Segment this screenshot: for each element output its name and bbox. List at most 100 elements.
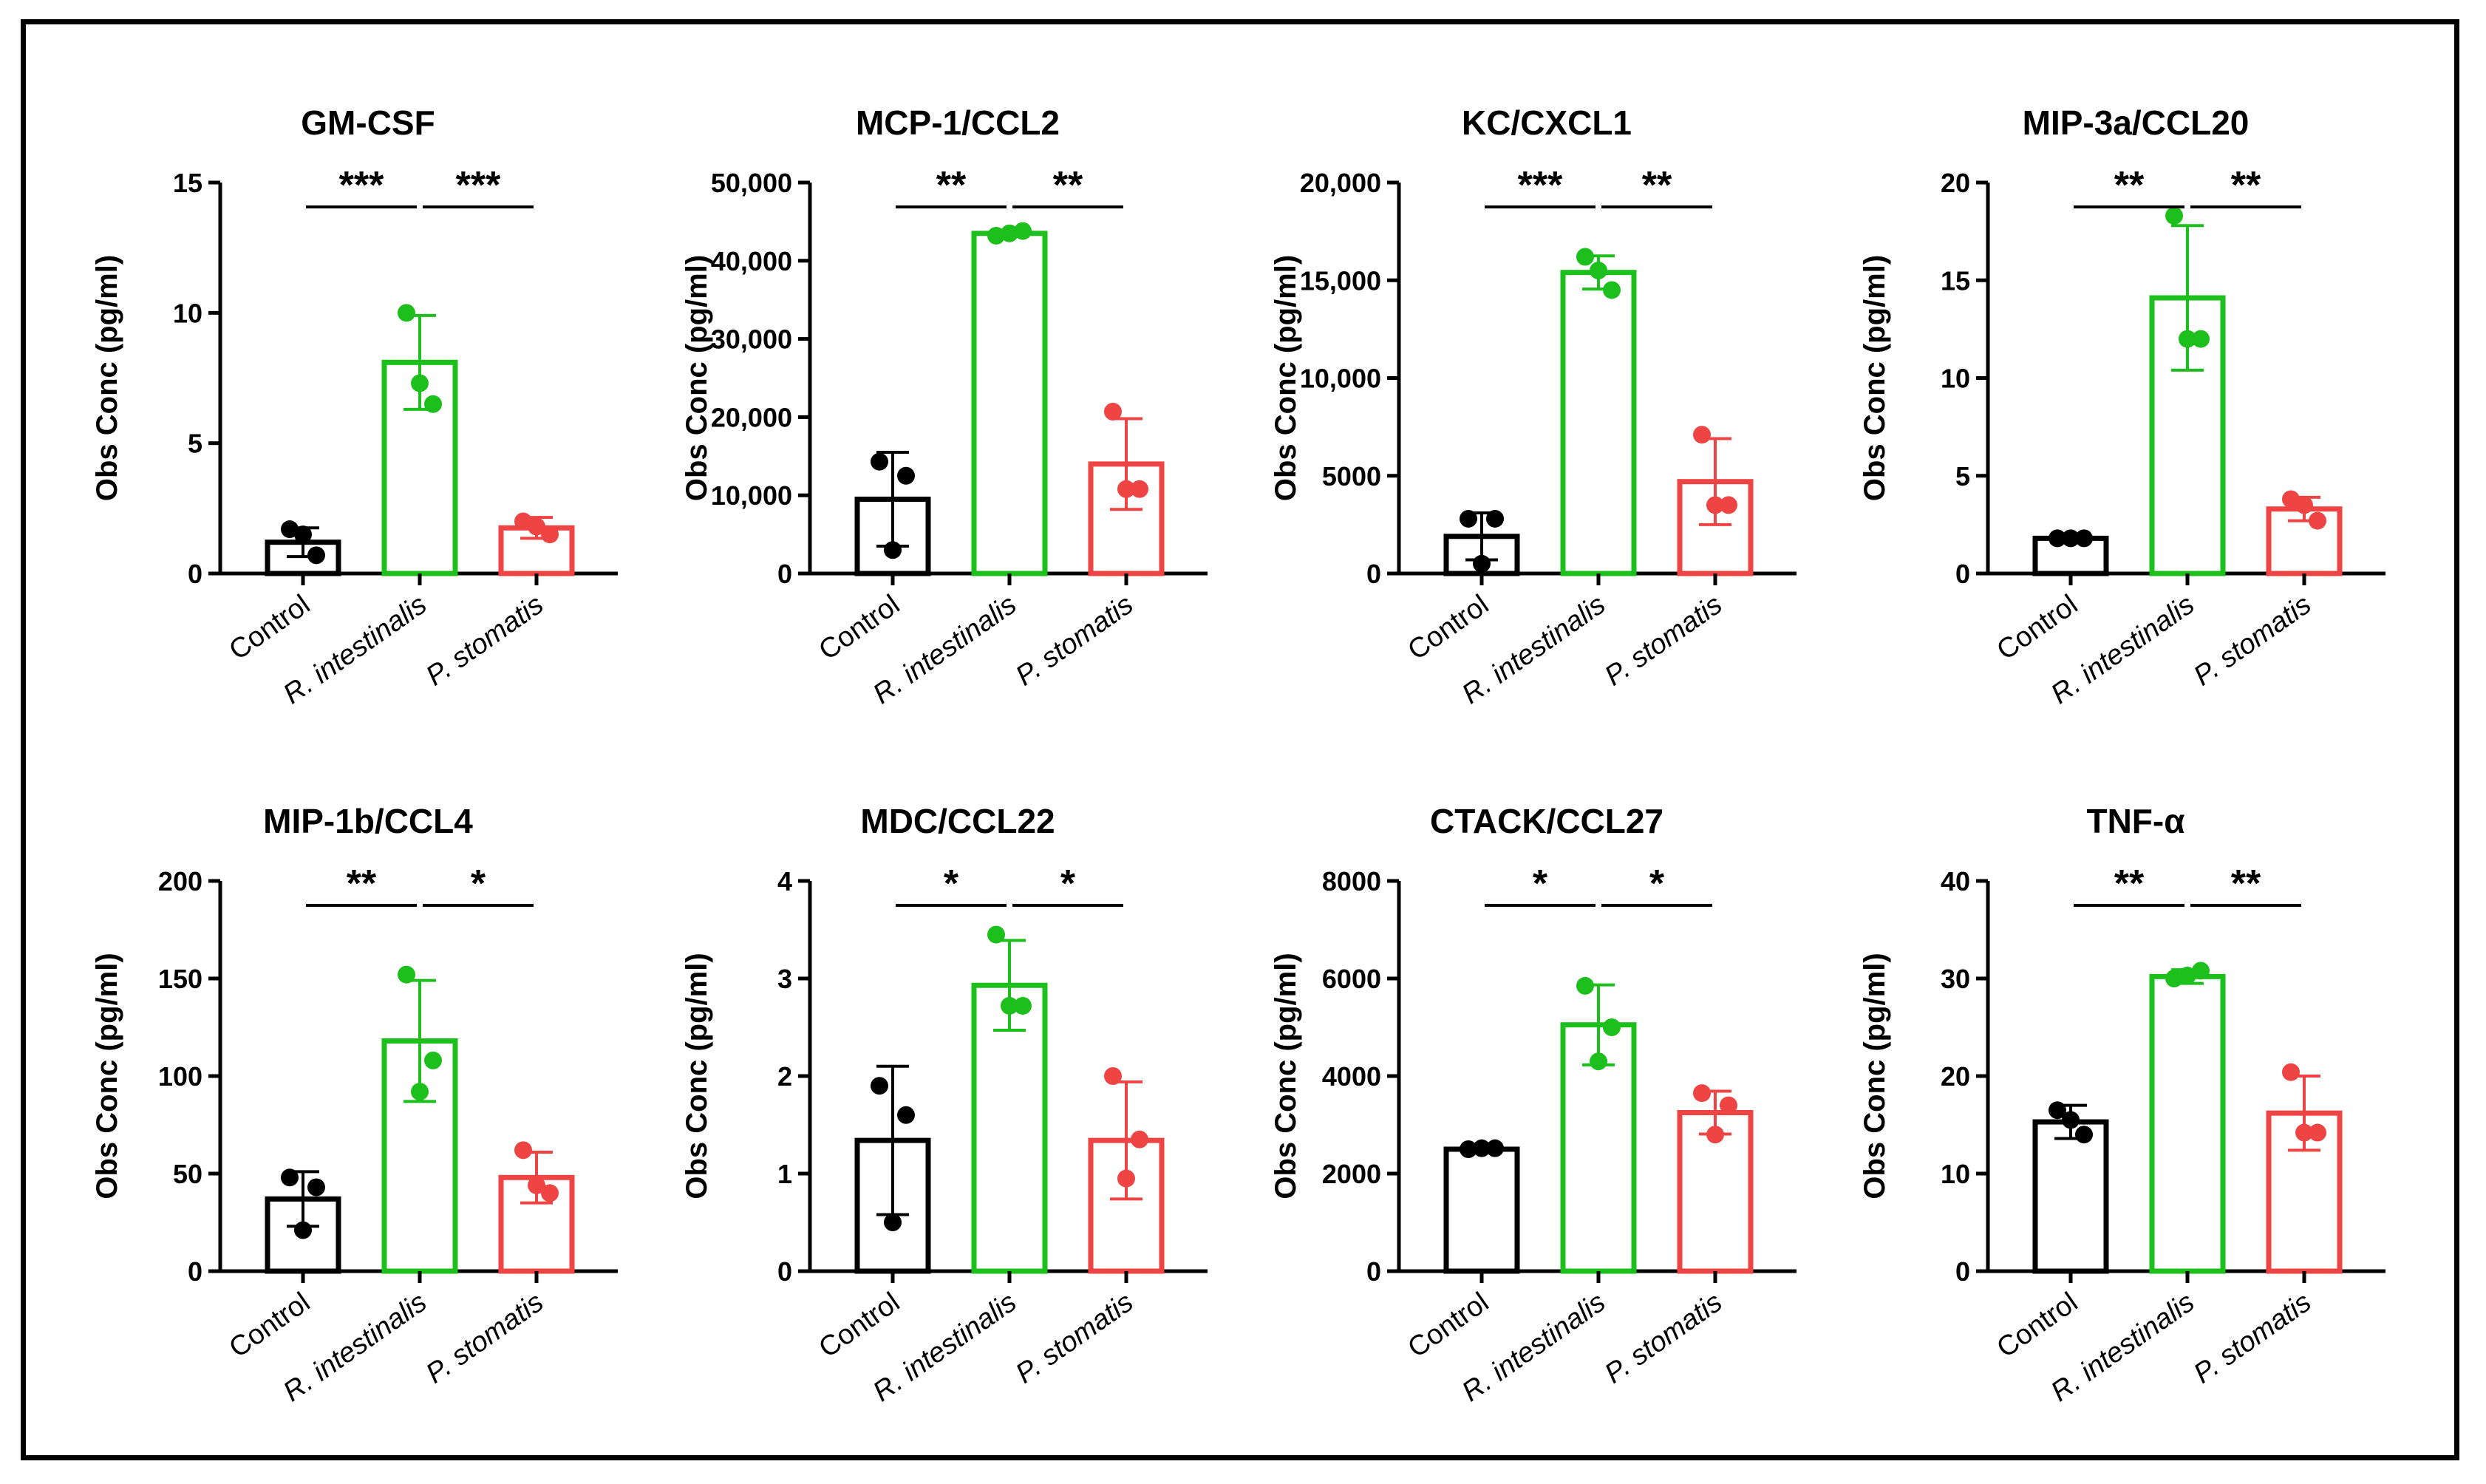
significance-label: *** xyxy=(1518,164,1563,207)
x-category-label: Control xyxy=(1992,1287,2083,1364)
data-point xyxy=(1473,554,1491,573)
significance-label: *** xyxy=(339,164,384,207)
x-category-label: P. stomatis xyxy=(420,589,549,692)
data-point xyxy=(2192,961,2210,980)
data-point xyxy=(2165,206,2183,225)
y-tick-label: 150 xyxy=(158,964,202,994)
y-tick-label: 10,000 xyxy=(1300,364,1381,394)
x-category-label: Control xyxy=(224,589,316,667)
y-tick-label: 5000 xyxy=(1322,461,1381,491)
significance-label: * xyxy=(1649,862,1665,905)
panel-title: MIP-3a/CCL20 xyxy=(2023,103,2250,142)
x-category-label: P. stomatis xyxy=(1010,1287,1139,1389)
y-tick-label: 15 xyxy=(1941,265,1970,296)
data-point xyxy=(281,1168,299,1187)
y-tick-label: 50 xyxy=(173,1159,202,1189)
data-point xyxy=(424,395,442,413)
y-tick-label: 0 xyxy=(1366,559,1381,589)
data-point xyxy=(1693,426,1711,444)
significance-label: ** xyxy=(347,862,377,905)
y-tick-label: 8000 xyxy=(1322,866,1381,896)
data-point xyxy=(1117,480,1135,498)
data-point xyxy=(2075,1126,2093,1144)
x-category-label: Control xyxy=(224,1287,316,1364)
y-tick-label: 0 xyxy=(1955,559,1970,589)
x-category-label: P. stomatis xyxy=(1599,1287,1728,1389)
data-point xyxy=(528,1176,545,1194)
data-point xyxy=(2282,490,2300,508)
data-point xyxy=(2192,330,2210,348)
y-tick-label: 20 xyxy=(1941,168,1970,198)
data-point xyxy=(987,925,1005,944)
y-tick-label: 2000 xyxy=(1322,1159,1381,1189)
x-category-label: P. stomatis xyxy=(1599,589,1728,692)
data-point xyxy=(1014,996,1032,1015)
data-point xyxy=(1014,222,1032,240)
y-tick-label: 50,000 xyxy=(711,168,792,198)
panel-title: TNF-α xyxy=(2086,802,2184,840)
data-point xyxy=(2282,1063,2300,1081)
y-tick-label: 4000 xyxy=(1322,1061,1381,1092)
data-point xyxy=(2295,496,2313,514)
significance-label: ** xyxy=(2114,862,2145,905)
data-point xyxy=(541,525,559,544)
data-point xyxy=(897,1106,915,1124)
data-point xyxy=(528,517,545,536)
data-point xyxy=(897,466,915,485)
panel-title: KC/CXCL1 xyxy=(1462,103,1632,142)
data-point xyxy=(2062,529,2080,548)
y-tick-label: 0 xyxy=(188,559,202,589)
bar-r-intestinalis xyxy=(1560,270,1637,576)
y-tick-label: 10 xyxy=(173,298,202,328)
data-point xyxy=(2309,511,2326,530)
y-tick-label: 0 xyxy=(777,559,792,589)
data-point xyxy=(2075,529,2093,548)
significance-label: ** xyxy=(1642,164,1672,207)
data-point xyxy=(307,546,325,565)
panel-title: MDC/CCL22 xyxy=(860,802,1055,840)
data-point xyxy=(2049,529,2066,548)
y-tick-label: 20,000 xyxy=(1300,168,1381,198)
y-tick-label: 2 xyxy=(777,1061,792,1092)
y-tick-label: 200 xyxy=(158,866,202,896)
significance-label: * xyxy=(471,862,486,905)
panel-kc-cxcl1: KC/CXCL1 Obs Conc (pg/ml) 0 5000 10,000 15,00… xyxy=(1270,103,1797,710)
data-point xyxy=(294,1221,312,1239)
data-point xyxy=(1590,262,1607,280)
data-point xyxy=(884,1214,902,1231)
data-point xyxy=(2179,967,2196,985)
data-point xyxy=(1131,1130,1148,1148)
data-point xyxy=(541,1184,559,1202)
data-point xyxy=(1720,496,1737,514)
x-category-label: P. stomatis xyxy=(2188,1287,2317,1389)
data-point xyxy=(1576,248,1594,266)
data-point xyxy=(411,374,429,392)
y-tick-label: 15 xyxy=(173,168,202,198)
data-point xyxy=(871,452,888,471)
x-category-label: P. stomatis xyxy=(420,1287,549,1389)
data-point xyxy=(1603,281,1621,299)
y-tick-label: 0 xyxy=(1955,1256,1970,1287)
significance-label: ** xyxy=(2231,862,2261,905)
x-category-label: P. stomatis xyxy=(2188,589,2317,692)
panel-ctack-ccl27: CTACK/CCL27 Obs Conc (pg/ml) 0 2000 4000 6000… xyxy=(1270,802,1797,1408)
y-tick-label: 1 xyxy=(777,1159,792,1189)
y-axis-label: Obs Conc (pg/ml) xyxy=(1270,953,1302,1199)
y-tick-label: 30,000 xyxy=(711,324,792,355)
y-axis-label: Obs Conc (pg/ml) xyxy=(681,255,713,501)
data-point xyxy=(884,541,902,559)
y-tick-label: 6000 xyxy=(1322,964,1381,994)
y-tick-label: 0 xyxy=(777,1256,792,1287)
data-point xyxy=(1131,480,1148,498)
bar-r-intestinalis xyxy=(971,231,1048,576)
significance-label: ** xyxy=(1053,164,1083,207)
bar-r-intestinalis xyxy=(2149,973,2226,1274)
y-tick-label: 3 xyxy=(777,964,792,994)
x-category-label: P. stomatis xyxy=(1010,589,1139,692)
y-axis-label: Obs Conc (pg/ml) xyxy=(91,255,123,501)
y-tick-label: 20 xyxy=(1941,1061,1970,1092)
